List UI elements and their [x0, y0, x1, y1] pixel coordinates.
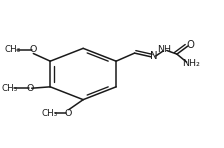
Text: O: O	[186, 40, 194, 50]
Text: O: O	[64, 108, 72, 118]
Text: NH: NH	[157, 45, 172, 54]
Text: N: N	[150, 52, 157, 61]
Text: CH₃: CH₃	[42, 108, 58, 118]
Text: NH₂: NH₂	[183, 59, 200, 68]
Text: CH₃: CH₃	[1, 84, 18, 93]
Text: O: O	[30, 45, 37, 54]
Text: O: O	[27, 84, 34, 93]
Text: CH₃: CH₃	[4, 45, 20, 54]
